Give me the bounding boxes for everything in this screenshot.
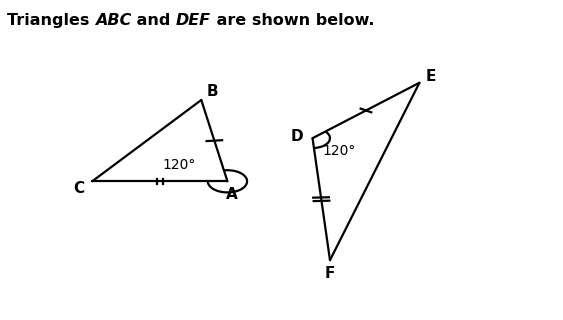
Text: 120°: 120° — [322, 143, 355, 157]
Text: are shown below.: are shown below. — [211, 13, 374, 28]
Text: D: D — [291, 130, 303, 144]
Text: Triangles: Triangles — [7, 13, 95, 28]
Text: C: C — [74, 181, 84, 196]
Text: A: A — [226, 188, 238, 202]
Text: 120°: 120° — [163, 158, 196, 172]
Text: F: F — [325, 266, 335, 281]
Text: E: E — [425, 69, 436, 84]
Text: B: B — [207, 84, 218, 99]
Text: DEF: DEF — [176, 13, 211, 28]
Text: and: and — [131, 13, 176, 28]
Text: ABC: ABC — [95, 13, 131, 28]
